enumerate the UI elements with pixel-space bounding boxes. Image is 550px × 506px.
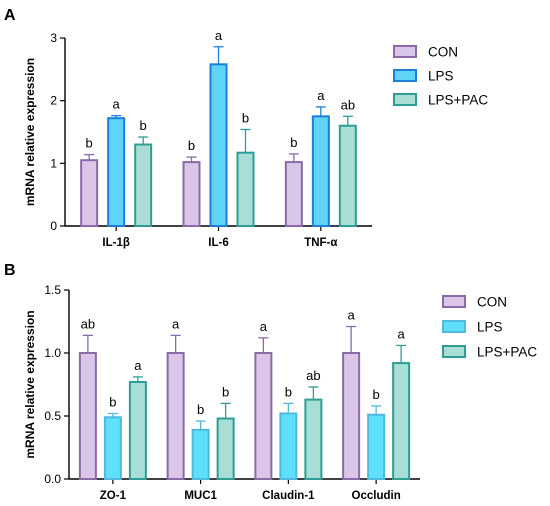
legend-label: LPS <box>477 320 503 335</box>
bar <box>342 352 361 480</box>
data-label: a <box>134 358 142 373</box>
bar <box>134 143 153 228</box>
bar <box>191 428 210 480</box>
legend-swatch <box>442 320 466 333</box>
y-tick-label: 0.0 <box>44 472 61 486</box>
legend-swatch <box>393 69 417 82</box>
data-label: b <box>222 384 229 399</box>
data-label: b <box>290 135 297 150</box>
legend-label: LPS+PAC <box>477 345 537 360</box>
legend-label: CON <box>428 45 458 60</box>
x-tick-label: IL-6 <box>208 237 228 249</box>
bar <box>128 380 147 481</box>
bar <box>216 417 235 480</box>
bar <box>279 412 298 481</box>
y-axis-label-b: mRNA relative expression <box>23 310 37 458</box>
data-label: b <box>109 394 116 409</box>
legend-label: CON <box>477 295 507 310</box>
y-tick-label: 1.0 <box>44 346 61 360</box>
x-tick-label: TNF-α <box>304 237 337 249</box>
data-label: ab <box>306 368 320 383</box>
legend-swatch <box>442 345 466 358</box>
data-label: a <box>113 97 121 112</box>
panel-label-a: A <box>4 7 16 24</box>
y-tick-label: 0.5 <box>44 409 61 423</box>
data-label: b <box>242 110 249 125</box>
data-label: a <box>348 308 356 323</box>
bar <box>304 398 323 480</box>
data-label: ab <box>341 97 355 112</box>
bar <box>236 151 255 227</box>
bar <box>254 352 273 480</box>
data-label: b <box>373 387 380 402</box>
y-tick-label: 3 <box>50 31 57 45</box>
chart-b: 0.0 0.5 1.0 1.5 mRNA relative expression ZO-1… <box>23 283 537 502</box>
data-label: b <box>285 384 292 399</box>
bar <box>103 416 122 481</box>
data-label: ab <box>81 316 95 331</box>
data-label: b <box>86 136 93 151</box>
bar <box>311 115 330 227</box>
bar <box>107 117 126 227</box>
x-tick-label: MUC1 <box>184 490 217 502</box>
y-tick-label: 0 <box>50 219 57 233</box>
y-axis-label-a: mRNA relative expression <box>23 58 37 206</box>
data-label: a <box>398 326 406 341</box>
bar <box>284 161 303 227</box>
bar <box>392 362 411 480</box>
legend-swatch <box>393 93 417 106</box>
data-label: b <box>140 118 147 133</box>
data-label: a <box>260 319 268 334</box>
y-tick-label: 1 <box>50 156 57 170</box>
x-tick-label: ZO-1 <box>100 490 127 502</box>
bar <box>338 124 357 227</box>
data-label: a <box>215 28 223 43</box>
panel-label-b: B <box>4 262 16 279</box>
bar <box>78 352 97 480</box>
bar <box>80 159 99 227</box>
bar <box>209 63 228 227</box>
legend-swatch <box>393 45 417 58</box>
legend-label: LPS+PAC <box>428 93 488 108</box>
x-tick-label: Claudin-1 <box>262 490 315 502</box>
data-label: b <box>197 402 204 417</box>
y-tick-label: 1.5 <box>44 283 61 297</box>
data-label: b <box>188 138 195 153</box>
data-label: a <box>172 316 180 331</box>
data-label: a <box>317 88 325 103</box>
legend-swatch <box>442 295 466 308</box>
y-tick-label: 2 <box>50 94 57 108</box>
legend-label: LPS <box>428 69 454 84</box>
bar <box>182 161 201 227</box>
bar <box>166 352 185 480</box>
x-tick-label: IL-1β <box>102 237 129 249</box>
x-tick-label: Occludin <box>352 490 401 502</box>
bar <box>367 413 386 480</box>
